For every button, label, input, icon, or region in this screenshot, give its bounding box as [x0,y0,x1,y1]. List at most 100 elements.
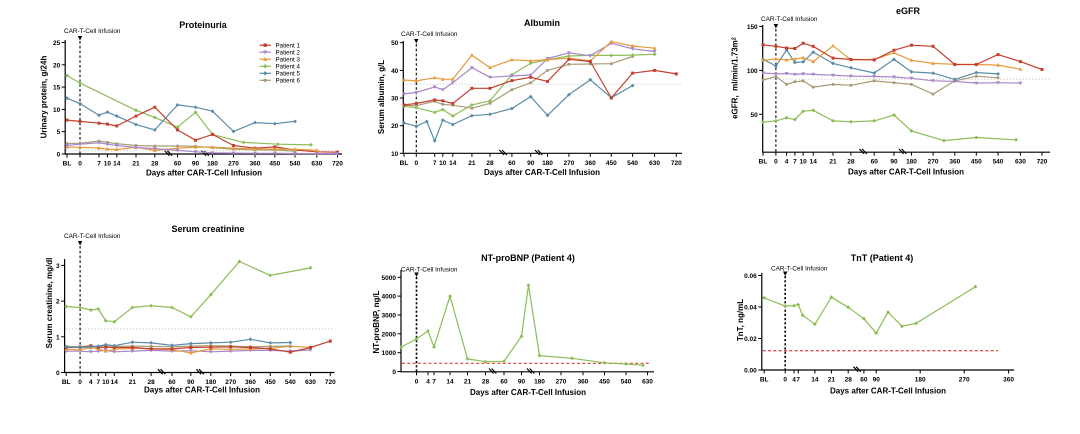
svg-text:450: 450 [269,161,280,168]
svg-text:40: 40 [391,68,399,75]
svg-text:360: 360 [250,161,261,168]
svg-text:450: 450 [971,159,982,166]
svg-text:25: 25 [53,40,61,47]
svg-text:21: 21 [828,377,836,384]
svg-text:30: 30 [391,96,399,103]
svg-text:Serum creatinine, mg/dl: Serum creatinine, mg/dl [45,258,54,349]
svg-text:Patient 6: Patient 6 [276,78,301,85]
svg-text:180: 180 [207,161,218,168]
svg-text:4: 4 [792,377,796,384]
svg-text:Days after CAR-T-Cell Infusion: Days after CAR-T-Cell Infusion [848,168,964,177]
svg-text:90: 90 [527,160,535,167]
svg-text:TnT, ng/mL: TnT, ng/mL [736,299,745,341]
svg-text:BL: BL [760,377,769,384]
svg-text:CAR-T-Cell Infusion: CAR-T-Cell Infusion [401,267,458,274]
svg-text:360: 360 [1003,377,1014,384]
svg-text:14: 14 [810,159,818,166]
svg-text:Days after CAR-T-Cell Infusion: Days after CAR-T-Cell Infusion [146,169,262,178]
svg-text:630: 630 [642,378,653,385]
svg-text:270: 270 [563,160,574,167]
svg-text:360: 360 [578,378,589,385]
svg-text:Patient 4: Patient 4 [276,64,301,71]
svg-text:28: 28 [486,160,494,167]
svg-text:Patient 3: Patient 3 [276,57,301,64]
svg-text:Albumin: Albumin [524,18,560,28]
svg-text:360: 360 [245,379,256,386]
svg-text:90: 90 [192,161,200,168]
svg-text:0.04: 0.04 [744,305,757,312]
svg-text:10: 10 [799,159,807,166]
svg-text:eGFR: eGFR [896,6,921,16]
svg-text:CAR-T-Cell Infusion: CAR-T-Cell Infusion [64,28,121,35]
svg-text:60: 60 [508,160,516,167]
svg-text:540: 540 [621,378,632,385]
svg-text:28: 28 [847,159,855,166]
svg-text:180: 180 [906,159,917,166]
svg-text:630: 630 [311,161,322,168]
svg-text:CAR-T-Cell Infusion: CAR-T-Cell Infusion [761,16,818,23]
svg-text:BL: BL [63,161,72,168]
svg-text:10: 10 [104,161,112,168]
svg-text:BL: BL [400,160,409,167]
svg-text:720: 720 [671,160,682,167]
svg-text:1000: 1000 [382,350,397,357]
svg-text:0: 0 [783,377,787,384]
svg-text:7: 7 [793,159,797,166]
svg-text:CAR-T-Cell Infusion: CAR-T-Cell Infusion [64,233,121,240]
svg-text:14: 14 [811,377,819,384]
svg-text:0: 0 [78,379,82,386]
svg-text:450: 450 [265,379,276,386]
svg-text:Patient 2: Patient 2 [276,50,301,57]
svg-text:0: 0 [774,159,778,166]
svg-text:28: 28 [147,379,155,386]
svg-text:2: 2 [56,299,60,306]
svg-text:450: 450 [606,160,617,167]
svg-text:360: 360 [949,159,960,166]
svg-text:21: 21 [464,378,472,385]
svg-text:3: 3 [56,263,60,270]
svg-text:0.02: 0.02 [744,336,757,343]
svg-text:150: 150 [747,24,758,31]
svg-text:Days after CAR-T-Cell Infusion: Days after CAR-T-Cell Infusion [144,386,260,395]
svg-text:21: 21 [129,379,137,386]
svg-text:630: 630 [649,160,660,167]
svg-text:60: 60 [174,161,182,168]
svg-text:BL: BL [62,379,71,386]
svg-text:4000: 4000 [382,294,397,301]
svg-text:360: 360 [585,160,596,167]
svg-text:14: 14 [111,379,119,386]
svg-text:2000: 2000 [382,331,397,338]
svg-text:NT-proBNP (Patient 4): NT-proBNP (Patient 4) [481,253,575,263]
svg-text:Days after CAR-T-Cell Infusion: Days after CAR-T-Cell Infusion [830,387,946,396]
svg-text:7: 7 [433,160,437,167]
svg-text:5: 5 [57,129,61,136]
svg-text:7: 7 [97,161,101,168]
svg-text:180: 180 [542,160,553,167]
svg-text:270: 270 [228,161,239,168]
svg-text:4: 4 [426,378,430,385]
svg-text:540: 540 [993,159,1004,166]
svg-text:21: 21 [468,160,476,167]
svg-text:540: 540 [285,379,296,386]
svg-text:180: 180 [915,377,926,384]
svg-text:0: 0 [415,378,419,385]
svg-text:60: 60 [168,379,176,386]
svg-text:14: 14 [113,161,121,168]
svg-text:90: 90 [187,379,195,386]
svg-text:100: 100 [747,68,758,75]
svg-text:Serum creatinine: Serum creatinine [171,224,244,234]
svg-text:50: 50 [750,112,758,119]
svg-text:60: 60 [860,377,868,384]
svg-text:60: 60 [500,378,508,385]
svg-text:CAR-T-Cell Infusion: CAR-T-Cell Infusion [771,266,828,273]
svg-text:Days after CAR-T-Cell Infusion: Days after CAR-T-Cell Infusion [470,388,586,397]
svg-text:7: 7 [96,379,100,386]
svg-text:20: 20 [391,123,399,130]
svg-text:0: 0 [392,369,396,376]
svg-text:1: 1 [56,334,60,341]
svg-text:BL: BL [759,159,768,166]
svg-text:630: 630 [1015,159,1026,166]
svg-text:50: 50 [391,40,399,47]
svg-text:540: 540 [627,160,638,167]
svg-text:450: 450 [599,378,610,385]
